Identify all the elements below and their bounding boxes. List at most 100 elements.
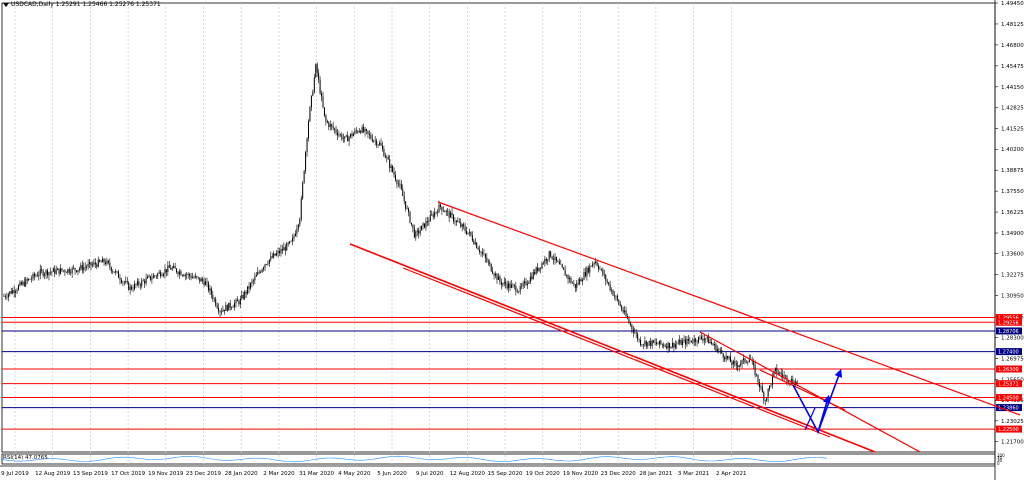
candle-body bbox=[511, 284, 512, 288]
x-tick-label: 31 Mar 2020 bbox=[299, 471, 334, 477]
candle-body bbox=[197, 277, 199, 278]
candle-body bbox=[149, 275, 151, 280]
candle-body bbox=[110, 267, 112, 272]
candle-body bbox=[619, 304, 621, 307]
candle-body bbox=[441, 206, 443, 211]
rsi-panel-frame bbox=[1, 453, 996, 465]
candle-body bbox=[667, 343, 669, 349]
candle-body bbox=[228, 302, 230, 311]
candle-body bbox=[202, 278, 204, 282]
candle-body bbox=[434, 212, 436, 217]
candle-body bbox=[178, 271, 180, 275]
candle-body bbox=[325, 115, 327, 122]
candle-body bbox=[60, 268, 62, 274]
candle-body bbox=[676, 343, 678, 345]
rsi-level-label: 70 bbox=[997, 456, 1003, 461]
candle-body bbox=[425, 221, 427, 228]
candle-body bbox=[251, 281, 253, 284]
candle-body bbox=[537, 267, 539, 272]
candle-body bbox=[234, 303, 236, 308]
candle-body bbox=[100, 261, 102, 263]
candle-body bbox=[257, 272, 259, 275]
candle-body bbox=[645, 341, 647, 347]
candle-body bbox=[564, 269, 566, 276]
candle-body bbox=[99, 259, 101, 262]
candle-body bbox=[409, 211, 411, 223]
candle-body bbox=[716, 349, 718, 352]
candle-body bbox=[312, 91, 314, 96]
candle-body bbox=[455, 220, 457, 223]
candle-body bbox=[757, 374, 759, 383]
candle-body bbox=[286, 243, 288, 251]
x-tick-label: 19 Nov 2019 bbox=[148, 471, 184, 477]
candle-body bbox=[265, 264, 267, 265]
candle-body bbox=[583, 272, 585, 280]
candle-body bbox=[509, 283, 511, 288]
x-tick-label: 9 Jul 2020 bbox=[416, 471, 444, 477]
plot-frame bbox=[1, 2, 996, 453]
candle-body bbox=[690, 340, 692, 343]
candle-body bbox=[373, 140, 375, 142]
candle-body bbox=[715, 344, 717, 352]
candle-body bbox=[361, 127, 363, 133]
x-tick-label: 4 May 2020 bbox=[338, 471, 371, 477]
candle-body bbox=[696, 341, 698, 343]
candle-body bbox=[128, 282, 130, 290]
candle-body bbox=[561, 264, 563, 268]
candle-body bbox=[689, 340, 691, 342]
candle-body bbox=[142, 280, 144, 282]
candle-body bbox=[384, 156, 386, 158]
candle-body bbox=[170, 267, 172, 270]
candle-body bbox=[41, 269, 43, 271]
candle-body bbox=[747, 362, 749, 363]
candle-body bbox=[496, 273, 498, 280]
candle-body bbox=[177, 272, 179, 275]
candle-body bbox=[107, 260, 109, 263]
candle-body bbox=[351, 133, 353, 137]
candle-body bbox=[734, 361, 736, 364]
candle-body bbox=[615, 296, 617, 297]
candle-body bbox=[245, 291, 247, 294]
candle-body bbox=[439, 204, 441, 207]
candle-body bbox=[80, 264, 82, 269]
candle-body bbox=[250, 283, 251, 289]
candle-body bbox=[196, 276, 198, 278]
candle-body bbox=[354, 130, 356, 134]
candle-body bbox=[573, 283, 575, 285]
candle-body bbox=[571, 282, 573, 284]
candle-body bbox=[297, 224, 299, 229]
candle-body bbox=[180, 271, 182, 276]
candle-body bbox=[664, 346, 666, 347]
dropdown-triangle-icon[interactable] bbox=[3, 2, 9, 7]
candle-body bbox=[637, 333, 639, 340]
candle-body bbox=[393, 171, 395, 176]
candle-body bbox=[126, 281, 128, 283]
candle-body bbox=[28, 278, 30, 281]
y-tick-label: 1.33600 bbox=[1001, 252, 1024, 258]
candle-body bbox=[724, 357, 726, 360]
y-tick-label: 1.37550 bbox=[1001, 189, 1024, 195]
candle-body bbox=[618, 299, 620, 305]
candle-body bbox=[81, 264, 83, 271]
candle-body bbox=[276, 253, 278, 256]
x-tick-label: 28 Jan 2021 bbox=[639, 471, 672, 477]
candle-body bbox=[693, 338, 695, 343]
level-price-tag bbox=[996, 314, 1022, 322]
candle-body bbox=[368, 133, 370, 135]
candle-body bbox=[29, 278, 31, 280]
candle-body bbox=[531, 276, 533, 280]
candle-body bbox=[673, 342, 675, 348]
candle-body bbox=[774, 367, 776, 371]
candle-body bbox=[576, 283, 578, 289]
candle-body bbox=[15, 291, 17, 293]
candle-body bbox=[316, 64, 318, 73]
candle-body bbox=[590, 265, 592, 267]
candle-body bbox=[772, 376, 773, 385]
y-tick-label: 1.21700 bbox=[1001, 440, 1024, 446]
candle-body bbox=[557, 260, 559, 262]
candle-body bbox=[458, 221, 460, 223]
candle-body bbox=[656, 342, 657, 344]
level-price-label: 1.24500 bbox=[998, 395, 1019, 401]
